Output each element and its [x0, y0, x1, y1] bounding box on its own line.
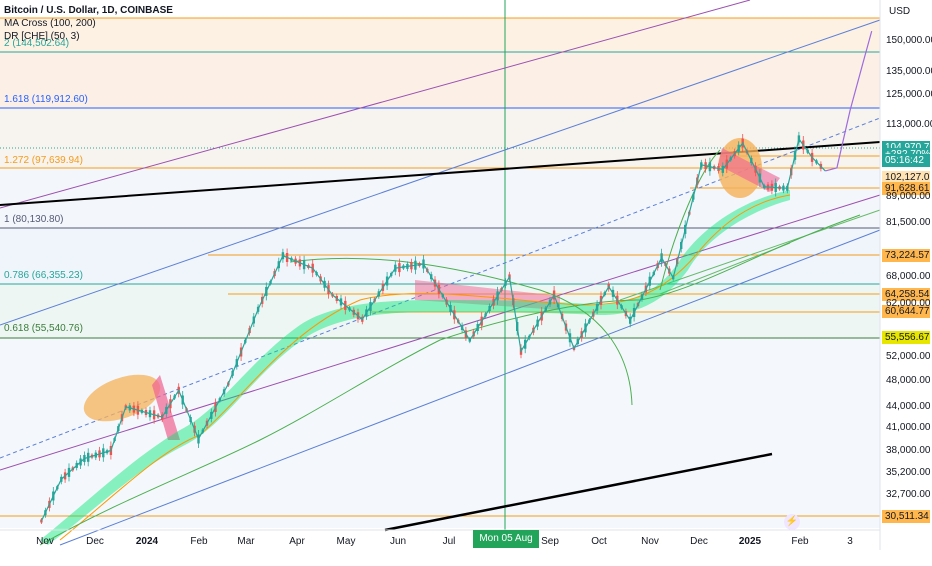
price-chart[interactable]	[0, 0, 932, 550]
time-axis-label: Dec	[86, 536, 104, 547]
scroll-to-realtime-icon[interactable]: ⚡	[784, 514, 800, 530]
time-axis-label: Nov	[641, 536, 659, 547]
time-axis-label: Mar	[237, 536, 255, 547]
fib-label: 2 (144,502.64)	[4, 38, 70, 49]
green-trend-1	[619, 209, 881, 301]
ma-ribbon	[40, 190, 790, 545]
fib-zone-base	[0, 338, 880, 528]
channel-lower	[59, 229, 881, 546]
price-axis-label: 135,000.00	[886, 66, 932, 77]
price-axis-label: 89,000.00	[886, 191, 931, 202]
ma100-line	[59, 194, 791, 541]
arc-curve	[289, 257, 633, 406]
price-axis-label: 41,000.00	[886, 422, 931, 433]
crosshair-date-label: Mon 05 Aug '24	[473, 530, 539, 562]
price-series-line	[40, 137, 826, 522]
time-axis-label: Feb	[791, 536, 809, 547]
price-axis-label: 48,000.00	[886, 375, 931, 386]
price-tag: 05:16:42	[882, 154, 930, 167]
ma200-line	[39, 214, 861, 546]
currency-label[interactable]: USD	[889, 6, 911, 17]
price-axis-label: 44,000.00	[886, 401, 931, 412]
fib-zone-2	[0, 18, 880, 52]
time-axis-label: Apr	[289, 536, 305, 547]
projection-line	[825, 30, 873, 172]
fib-zone-1618	[0, 52, 880, 108]
price-tag: 73,224.57	[882, 249, 930, 262]
symbol-title[interactable]: Bitcoin / U.S. Dollar, 1D, COINBASE	[4, 5, 173, 16]
black-trendline-lower	[384, 452, 773, 532]
price-axis-label: 52,000.00	[886, 351, 931, 362]
green-arc-top	[659, 149, 721, 291]
time-axis-label: Jun	[389, 536, 407, 547]
fib-label: 1.618 (119,912.60)	[4, 93, 88, 105]
pink-zone-2	[415, 280, 560, 310]
fib-label: 1.272 (97,639.94)	[4, 154, 83, 166]
chart-legend: Bitcoin / U.S. Dollar, 1D, COINBASE MA C…	[4, 4, 173, 43]
price-tag: 91,628.61	[882, 182, 930, 195]
indicator-dr[interactable]: DR [CHE] (50, 3)	[4, 31, 80, 42]
price-axis-label: 32,700.00	[886, 489, 931, 500]
time-axis-label: 2025	[738, 536, 762, 547]
price-axis-label: 38,000.00	[886, 445, 931, 456]
price-tag: 64,258.54	[882, 288, 930, 301]
fib-label: 1 (80,130.80)	[4, 213, 64, 225]
price-axis-label: 81,500.00	[886, 217, 931, 228]
price-axis-label: 125,000.00	[886, 89, 932, 100]
time-axis-label: Nov	[36, 536, 54, 547]
price-axis-label: 35,200.00	[886, 467, 931, 478]
purple-mid	[0, 194, 881, 471]
fib-label: 0.618 (55,540.76)	[4, 323, 83, 335]
price-axis-label: 68,000.00	[886, 271, 931, 282]
price-tag: 30,511.34	[882, 510, 930, 523]
pattern-highlight-1	[83, 374, 161, 422]
purple-upper	[0, 0, 751, 209]
indicator-ma-cross[interactable]: MA Cross (100, 200)	[4, 18, 96, 29]
price-axis-label: 62,000.00	[886, 298, 931, 309]
price-tag: 55,556.67	[882, 331, 930, 344]
time-axis-label: Jul	[442, 536, 456, 547]
time-axis-label: 3	[847, 536, 853, 547]
time-axis-label: 2024	[135, 536, 159, 547]
time-axis-label: Dec	[690, 536, 708, 547]
price-axis-label: 113,000.00	[886, 119, 932, 130]
price-tag: 102,127.06	[882, 171, 930, 184]
time-axis-label: Oct	[591, 536, 607, 547]
time-axis-label: Sep	[541, 536, 559, 547]
pink-zone-3	[718, 148, 780, 192]
price-tag: 60,644.77	[882, 305, 930, 318]
price-axis-label: 150,000.00	[886, 35, 932, 46]
fib-label: 0.786 (66,355.23)	[4, 270, 83, 282]
time-axis-label: May	[336, 536, 356, 547]
time-axis-label: Feb	[190, 536, 208, 547]
